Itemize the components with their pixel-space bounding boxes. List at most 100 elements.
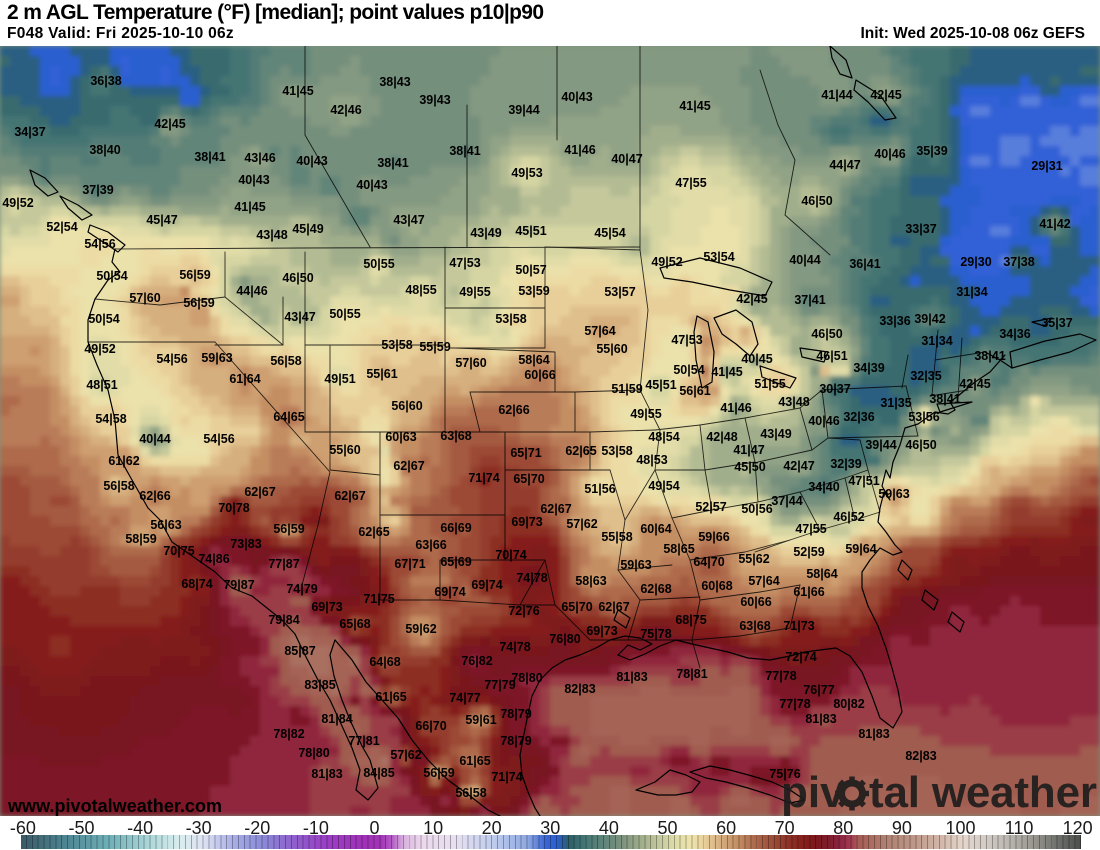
svg-text:40|44: 40|44 — [139, 432, 170, 446]
svg-text:45|51: 45|51 — [515, 224, 546, 238]
svg-text:49|52: 49|52 — [2, 196, 33, 210]
svg-text:48|51: 48|51 — [86, 378, 117, 392]
svg-text:65|70: 65|70 — [513, 472, 544, 486]
svg-text:56|59: 56|59 — [273, 522, 304, 536]
svg-text:51|56: 51|56 — [584, 482, 615, 496]
svg-text:69|73: 69|73 — [311, 600, 342, 614]
svg-text:50|57: 50|57 — [515, 263, 546, 277]
svg-text:38|41: 38|41 — [194, 150, 225, 164]
svg-text:41|46: 41|46 — [720, 401, 751, 415]
svg-text:81|84: 81|84 — [321, 712, 352, 726]
svg-text:57|60: 57|60 — [129, 291, 160, 305]
svg-text:46|50: 46|50 — [905, 438, 936, 452]
svg-text:81|83: 81|83 — [805, 712, 836, 726]
svg-text:32|36: 32|36 — [843, 410, 874, 424]
svg-text:58|64: 58|64 — [518, 353, 549, 367]
svg-text:65|69: 65|69 — [440, 555, 471, 569]
svg-text:40|43: 40|43 — [561, 90, 592, 104]
svg-text:41|45: 41|45 — [234, 200, 265, 214]
svg-text:72|76: 72|76 — [508, 604, 539, 618]
svg-text:49|52: 49|52 — [651, 255, 682, 269]
svg-text:53|57: 53|57 — [604, 285, 635, 299]
svg-text:47|55: 47|55 — [675, 176, 706, 190]
svg-text:71|75: 71|75 — [363, 592, 394, 606]
svg-text:36|41: 36|41 — [849, 257, 880, 271]
svg-text:tal weather: tal weather — [869, 768, 1097, 816]
svg-text:60|66: 60|66 — [524, 368, 555, 382]
svg-text:59|64: 59|64 — [845, 542, 876, 556]
svg-text:40|44: 40|44 — [789, 253, 820, 267]
svg-text:59|63: 59|63 — [878, 487, 909, 501]
svg-text:38|41: 38|41 — [449, 144, 480, 158]
svg-text:78|79: 78|79 — [500, 734, 531, 748]
svg-text:45|51: 45|51 — [645, 378, 676, 392]
svg-text:58|65: 58|65 — [663, 542, 694, 556]
svg-text:56|59: 56|59 — [183, 296, 214, 310]
svg-text:34|40: 34|40 — [808, 480, 839, 494]
svg-text:39|43: 39|43 — [419, 93, 450, 107]
svg-text:54|58: 54|58 — [95, 412, 126, 426]
svg-text:68|75: 68|75 — [675, 613, 706, 627]
svg-text:43|46: 43|46 — [244, 151, 275, 165]
svg-text:55|62: 55|62 — [738, 552, 769, 566]
svg-text:43|47: 43|47 — [284, 310, 315, 324]
svg-text:74|86: 74|86 — [198, 552, 229, 566]
svg-text:57|64: 57|64 — [748, 574, 779, 588]
svg-text:37|38: 37|38 — [1003, 255, 1034, 269]
svg-text:48|54: 48|54 — [648, 430, 679, 444]
svg-text:60|64: 60|64 — [640, 522, 671, 536]
svg-text:83|85: 83|85 — [304, 678, 335, 692]
svg-text:63|66: 63|66 — [415, 538, 446, 552]
svg-text:67|71: 67|71 — [394, 557, 425, 571]
svg-text:47|51: 47|51 — [848, 474, 879, 488]
svg-text:55|61: 55|61 — [366, 367, 397, 381]
svg-text:76|82: 76|82 — [461, 654, 492, 668]
svg-text:47|53: 47|53 — [671, 333, 702, 347]
svg-text:34|36: 34|36 — [999, 327, 1030, 341]
svg-text:56|58: 56|58 — [103, 479, 134, 493]
svg-text:60|68: 60|68 — [701, 579, 732, 593]
svg-text:40|46: 40|46 — [808, 414, 839, 428]
svg-text:50|55: 50|55 — [363, 257, 394, 271]
svg-text:69|74: 69|74 — [471, 578, 502, 592]
svg-text:44|47: 44|47 — [829, 158, 860, 172]
svg-text:54|56: 54|56 — [203, 432, 234, 446]
svg-text:42|45: 42|45 — [870, 88, 901, 102]
svg-text:38|40: 38|40 — [89, 143, 120, 157]
svg-text:48|53: 48|53 — [636, 453, 667, 467]
svg-text:piv: piv — [781, 768, 845, 816]
svg-text:50|56: 50|56 — [741, 502, 772, 516]
svg-text:81|83: 81|83 — [858, 727, 889, 741]
svg-text:59|66: 59|66 — [698, 530, 729, 544]
svg-text:65|68: 65|68 — [339, 617, 370, 631]
svg-text:79|87: 79|87 — [223, 578, 254, 592]
svg-text:59|63: 59|63 — [201, 351, 232, 365]
svg-text:41|45: 41|45 — [679, 99, 710, 113]
svg-text:62|67: 62|67 — [540, 502, 571, 516]
svg-text:46|52: 46|52 — [833, 510, 864, 524]
svg-text:59|61: 59|61 — [465, 713, 496, 727]
svg-text:41|44: 41|44 — [821, 88, 852, 102]
svg-text:68|74: 68|74 — [181, 577, 212, 591]
svg-text:62|68: 62|68 — [640, 582, 671, 596]
svg-text:78|80: 78|80 — [511, 671, 542, 685]
svg-text:31|35: 31|35 — [880, 396, 911, 410]
svg-text:66|69: 66|69 — [440, 521, 471, 535]
svg-text:72|74: 72|74 — [785, 650, 816, 664]
svg-text:62|65: 62|65 — [358, 525, 389, 539]
svg-text:57|60: 57|60 — [455, 356, 486, 370]
svg-text:54|56: 54|56 — [156, 352, 187, 366]
svg-text:74|78: 74|78 — [516, 571, 547, 585]
svg-text:62|66: 62|66 — [498, 403, 529, 417]
svg-text:54|56: 54|56 — [84, 237, 115, 251]
svg-text:70|74: 70|74 — [495, 548, 526, 562]
svg-text:80|82: 80|82 — [833, 697, 864, 711]
svg-text:77|79: 77|79 — [484, 678, 515, 692]
svg-text:41|45: 41|45 — [711, 365, 742, 379]
svg-text:41|45: 41|45 — [282, 84, 313, 98]
svg-text:40|43: 40|43 — [356, 178, 387, 192]
svg-text:70|75: 70|75 — [163, 544, 194, 558]
svg-text:50|54: 50|54 — [96, 269, 127, 283]
svg-text:71|73: 71|73 — [783, 619, 814, 633]
svg-text:77|78: 77|78 — [779, 697, 810, 711]
